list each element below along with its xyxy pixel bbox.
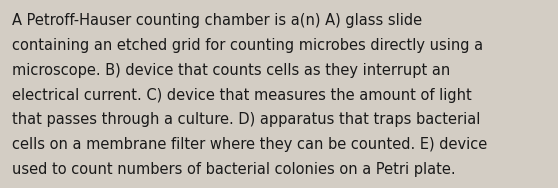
Text: microscope. B) device that counts cells as they interrupt an: microscope. B) device that counts cells … (12, 63, 450, 78)
Text: containing an etched grid for counting microbes directly using a: containing an etched grid for counting m… (12, 38, 483, 53)
Text: that passes through a culture. D) apparatus that traps bacterial: that passes through a culture. D) appara… (12, 112, 480, 127)
Text: electrical current. C) device that measures the amount of light: electrical current. C) device that measu… (12, 88, 472, 103)
Text: A Petroff-Hauser counting chamber is a(n) A) glass slide: A Petroff-Hauser counting chamber is a(n… (12, 13, 422, 28)
Text: used to count numbers of bacterial colonies on a Petri plate.: used to count numbers of bacterial colon… (12, 162, 456, 177)
Text: cells on a membrane filter where they can be counted. E) device: cells on a membrane filter where they ca… (12, 137, 488, 152)
